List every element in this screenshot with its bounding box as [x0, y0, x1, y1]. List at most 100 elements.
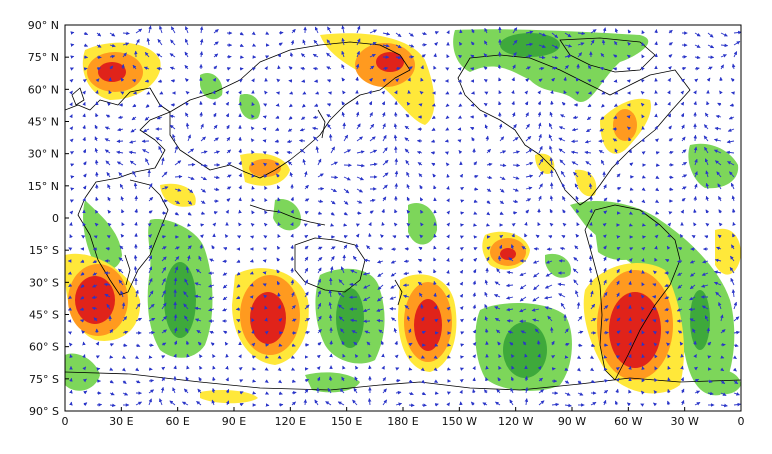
- wind-vector-arrow: [446, 198, 450, 203]
- wind-vector-arrow: [95, 78, 100, 83]
- wind-vector-arrow: [326, 114, 332, 118]
- wind-vector-arrow: [549, 208, 554, 214]
- wind-vector-arrow: [563, 90, 567, 95]
- y-tick-label: 75° S: [29, 373, 59, 386]
- wind-vector-arrow: [96, 67, 102, 71]
- wind-vector-arrow: [572, 115, 579, 120]
- wind-vector-arrow: [628, 317, 632, 322]
- wind-vector-arrow: [498, 90, 502, 95]
- wind-vector-arrow: [148, 234, 152, 238]
- wind-vector-arrow: [393, 134, 398, 142]
- wind-vector-arrow: [288, 103, 293, 108]
- wind-vector-arrow: [603, 184, 607, 190]
- wind-vector-arrow: [199, 111, 203, 118]
- wind-vector-arrow: [668, 175, 674, 179]
- wind-vector-arrow: [239, 31, 244, 36]
- wind-vector-arrow: [628, 149, 632, 154]
- wind-vector-arrow: [405, 159, 410, 166]
- wind-vector-arrow: [69, 102, 73, 107]
- wind-vector-arrow: [629, 187, 634, 191]
- y-tick-label: 0: [52, 212, 59, 225]
- wind-vector-arrow: [213, 53, 219, 58]
- wind-vector-arrow: [120, 91, 125, 95]
- wind-vector-arrow: [590, 39, 595, 46]
- wind-vector-arrow: [251, 102, 255, 107]
- wind-vector-arrow: [355, 63, 360, 70]
- wind-vector-arrow: [94, 159, 99, 166]
- wind-vector-arrow: [95, 90, 99, 95]
- wind-vector-arrow: [105, 160, 111, 166]
- wind-vector-arrow: [341, 37, 345, 46]
- wind-vector-arrow: [407, 77, 411, 82]
- wind-vector-arrow: [312, 66, 319, 71]
- x-tick-label: 180 E: [387, 415, 418, 428]
- wind-vector-arrow: [120, 233, 125, 238]
- wind-vector-arrow: [486, 162, 493, 167]
- wind-vector-arrow: [394, 183, 399, 190]
- wind-vector-arrow: [288, 116, 293, 120]
- wind-vector-arrow: [713, 149, 722, 154]
- wind-vector-arrow: [561, 183, 566, 190]
- wind-vector-arrow: [381, 101, 386, 106]
- wind-vector-arrow: [200, 188, 206, 193]
- wind-vector-arrow: [104, 126, 111, 130]
- wind-vector-arrow: [148, 183, 153, 190]
- x-tick-label: 60 W: [614, 415, 642, 428]
- wind-vector-arrow: [486, 211, 491, 216]
- wind-vector-arrow: [301, 116, 306, 120]
- wind-vector-arrow: [549, 195, 554, 202]
- wind-vector-arrow: [705, 222, 710, 227]
- wind-vector-arrow: [560, 170, 566, 178]
- wind-vector-arrow: [549, 145, 553, 154]
- x-tick-label: 0: [62, 415, 69, 428]
- wind-vector-arrow: [733, 51, 738, 58]
- wind-vector-arrow: [185, 122, 190, 130]
- wind-vector-arrow: [274, 162, 280, 167]
- green-region-west-atlantic: [200, 72, 223, 100]
- wind-vector-arrow: [600, 116, 605, 120]
- wind-vector-arrow: [586, 116, 592, 121]
- wind-vector-arrow: [263, 103, 268, 107]
- wind-vector-arrow: [628, 137, 632, 142]
- wind-vector-arrow: [559, 159, 566, 166]
- wind-vector-arrow: [161, 171, 168, 178]
- wind-vector-arrow: [356, 163, 365, 168]
- wind-vector-arrow: [277, 209, 281, 214]
- wind-vector-arrow: [304, 198, 310, 202]
- wind-vector-arrow: [132, 64, 137, 70]
- wind-vector-arrow: [146, 91, 151, 95]
- wind-vector-arrow: [145, 104, 150, 108]
- wind-vector-arrow: [225, 78, 230, 83]
- wind-vector-arrow: [457, 67, 462, 71]
- wind-vector-arrow: [419, 185, 423, 190]
- x-tick-label: 30 E: [109, 415, 133, 428]
- wind-vector-arrow: [213, 65, 218, 70]
- wind-vector-arrow: [187, 235, 192, 239]
- wind-vector-arrow: [369, 210, 374, 215]
- wind-vector-arrow: [420, 77, 424, 82]
- wind-vector-arrow: [446, 185, 450, 190]
- wind-vector-arrow: [587, 65, 592, 70]
- wind-vector-arrow: [93, 235, 98, 239]
- wind-vector-arrow: [548, 122, 553, 130]
- wind-vector-arrow: [525, 66, 531, 70]
- wind-vector-arrow: [381, 111, 386, 118]
- wind-vector-arrow: [327, 123, 332, 130]
- wind-vector-arrow: [82, 90, 86, 95]
- wind-vector-arrow: [106, 235, 111, 239]
- wind-vector-arrow: [369, 41, 377, 46]
- wind-vector-arrow: [404, 125, 410, 130]
- wind-vector-arrow: [395, 78, 400, 83]
- y-tick-label: 90° N: [28, 19, 59, 32]
- wind-vector-arrow: [640, 78, 645, 83]
- wind-vector-arrow: [394, 209, 398, 214]
- wind-vector-arrow: [404, 137, 410, 142]
- wind-vector-arrow: [512, 52, 517, 58]
- wind-vector-arrow: [200, 150, 208, 154]
- wind-vector-arrow: [485, 135, 490, 142]
- wind-vector-arrow: [263, 222, 268, 227]
- wind-vector-arrow: [314, 79, 319, 83]
- wind-vector-arrow: [392, 235, 397, 239]
- wind-vector-arrow: [369, 149, 378, 154]
- wind-vector-arrow: [486, 148, 491, 154]
